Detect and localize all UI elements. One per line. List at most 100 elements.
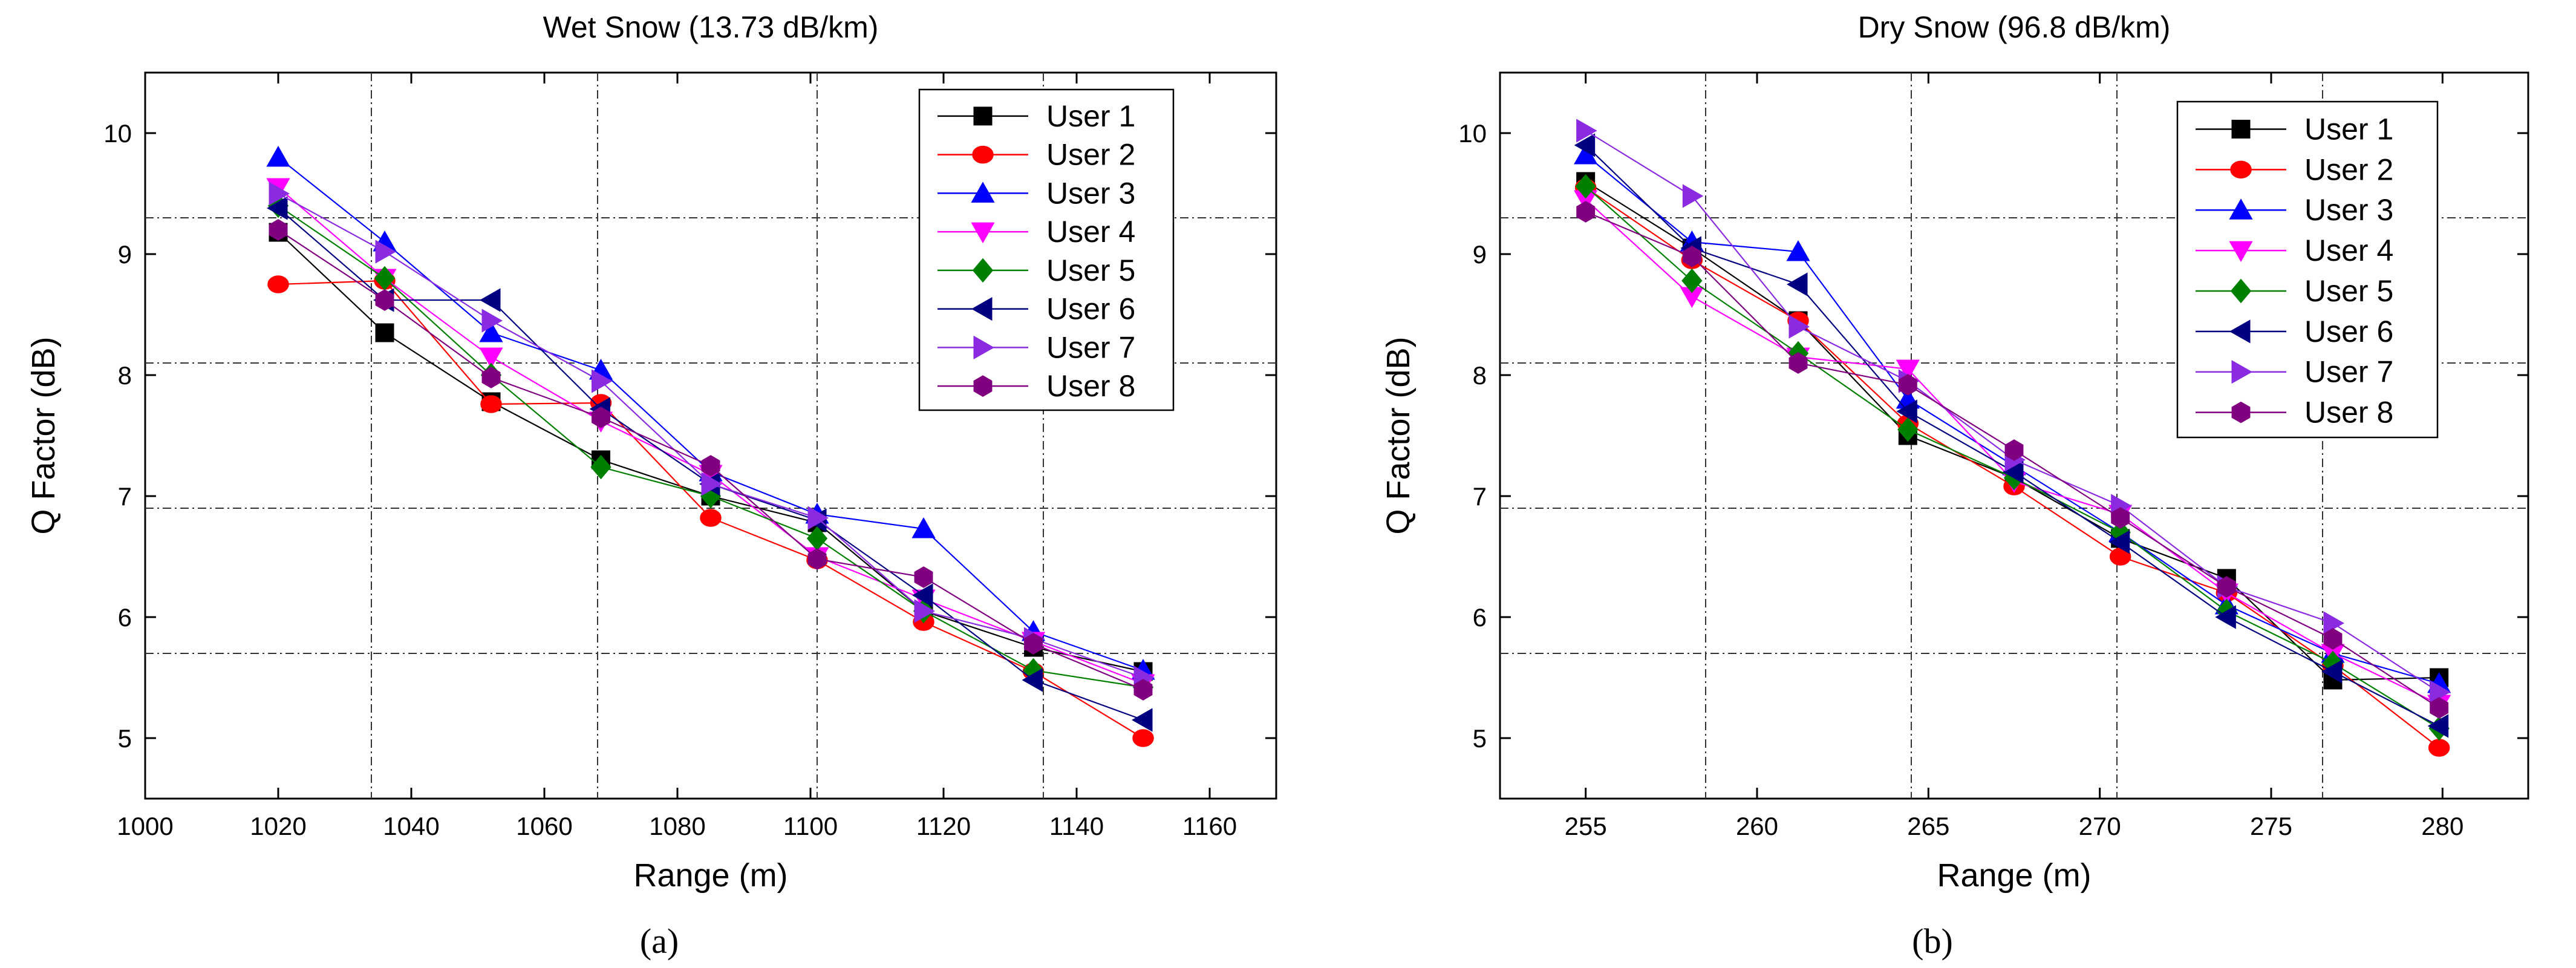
x-tick-label: 1120: [916, 812, 971, 840]
x-tick-label: 265: [1907, 812, 1949, 840]
legend-label: User 5: [2304, 274, 2393, 308]
data-point: [2323, 628, 2343, 650]
legend: User 1 User 2 User 3 User 4 User 5 User 6 User…: [918, 88, 1175, 411]
data-point: [269, 219, 288, 241]
data-point: [1024, 633, 1043, 655]
data-point: [1681, 268, 1703, 293]
legend-label: User 6: [1046, 292, 1135, 326]
legend-label: User 2: [2304, 152, 2393, 186]
data-point: [807, 506, 829, 530]
y-tick-label: 10: [1458, 119, 1487, 148]
legend-marker: [971, 297, 993, 321]
legend-label: User 2: [1046, 138, 1135, 172]
legend-marker: [2229, 198, 2253, 220]
y-tick-label: 9: [118, 240, 132, 269]
data-point: [1022, 668, 1043, 692]
legend-item: User 7: [2196, 355, 2393, 389]
legend-marker: [972, 258, 994, 283]
data-point: [911, 583, 933, 607]
legend-item: User 7: [937, 330, 1135, 364]
x-tick-label: 260: [1736, 812, 1778, 840]
data-point: [700, 509, 722, 527]
legend-label: User 3: [2304, 193, 2393, 227]
x-tick-label: 255: [1565, 812, 1607, 840]
data-point: [1574, 133, 1596, 157]
data-point: [592, 369, 613, 393]
legend-item: User 3: [2196, 193, 2393, 227]
y-axis-label: Q Factor (dB): [25, 336, 62, 534]
data-point: [1897, 417, 1919, 442]
data-point: [479, 347, 503, 369]
x-axis-label: Range (m): [1937, 857, 2091, 894]
x-axis-label: Range (m): [633, 857, 787, 894]
legend-label: User 8: [2304, 396, 2393, 430]
data-point: [479, 288, 501, 312]
data-point: [1898, 374, 1917, 396]
legend-item: User 1: [2196, 112, 2393, 146]
data-point: [1682, 246, 1701, 267]
legend-item: User 2: [937, 138, 1135, 172]
legend-label: User 5: [1046, 253, 1135, 287]
data-point: [266, 196, 288, 220]
data-point: [2111, 507, 2130, 529]
chart-title: Wet Snow (13.73 dB/km): [543, 10, 879, 44]
legend-marker: [2229, 319, 2251, 344]
legend-label: User 3: [1046, 176, 1135, 210]
data-point: [2217, 576, 2236, 598]
series-8: [269, 219, 1153, 701]
legend-label: User 4: [1046, 215, 1135, 249]
data-point: [701, 455, 720, 477]
data-point: [267, 275, 289, 293]
legend-item: User 5: [2196, 274, 2393, 308]
legend-label: User 4: [2304, 234, 2393, 267]
data-point: [481, 309, 503, 333]
x-tick-label: 1020: [250, 812, 306, 840]
legend-item: User 3: [937, 176, 1135, 210]
legend-label: User 1: [2304, 112, 2393, 146]
data-point: [1786, 272, 1808, 296]
legend-item: User 4: [2196, 234, 2393, 267]
legend-marker: [2231, 401, 2251, 424]
data-point: [479, 321, 503, 342]
legend-marker: [972, 145, 994, 164]
y-tick-label: 8: [118, 361, 132, 390]
data-point: [2215, 605, 2236, 629]
legend-item: User 2: [2196, 152, 2393, 186]
y-tick-label: 7: [118, 482, 132, 511]
legend-item: User 6: [937, 292, 1135, 326]
x-tick-label: 1040: [383, 812, 439, 840]
legend-marker: [971, 182, 995, 203]
data-point: [2321, 659, 2343, 684]
plot-frame: [144, 71, 1277, 800]
data-point: [2108, 530, 2130, 554]
legend-marker: [2231, 360, 2253, 384]
legend-item: User 8: [2196, 396, 2393, 430]
data-point: [266, 145, 290, 167]
chart-title: Dry Snow (96.8 dB/km): [1858, 10, 2171, 44]
y-tick-label: 7: [1473, 482, 1487, 511]
legend: User 1 User 2 User 3 User 4 User 5 User 6 User…: [2176, 100, 2439, 439]
plot-frame: [1499, 71, 2529, 800]
y-tick-label: 5: [118, 724, 132, 753]
y-tick-label: 5: [1473, 724, 1487, 753]
legend-item: User 8: [937, 369, 1135, 403]
y-tick-label: 8: [1473, 361, 1487, 390]
data-point: [592, 407, 610, 428]
data-point: [1575, 174, 1596, 199]
data-point: [1576, 201, 1596, 223]
legend-label: User 8: [1046, 369, 1135, 403]
x-tick-label: 270: [2079, 812, 2121, 840]
series-6: [1574, 133, 2449, 738]
data-point: [2004, 439, 2024, 461]
legend-box: [2176, 100, 2439, 439]
data-point: [1576, 119, 1597, 143]
data-point: [1896, 399, 1917, 424]
data-point: [1786, 240, 1810, 261]
chart-panel-a: 1000 1020 1040 1060 1080 1100 1120 1140 1160 5 6 7 8…: [25, 10, 1277, 894]
data-point: [1133, 679, 1153, 701]
data-point: [1682, 184, 1704, 208]
data-point: [911, 517, 936, 538]
data-point: [2427, 714, 2449, 738]
data-point: [481, 367, 501, 388]
data-point: [375, 289, 394, 311]
